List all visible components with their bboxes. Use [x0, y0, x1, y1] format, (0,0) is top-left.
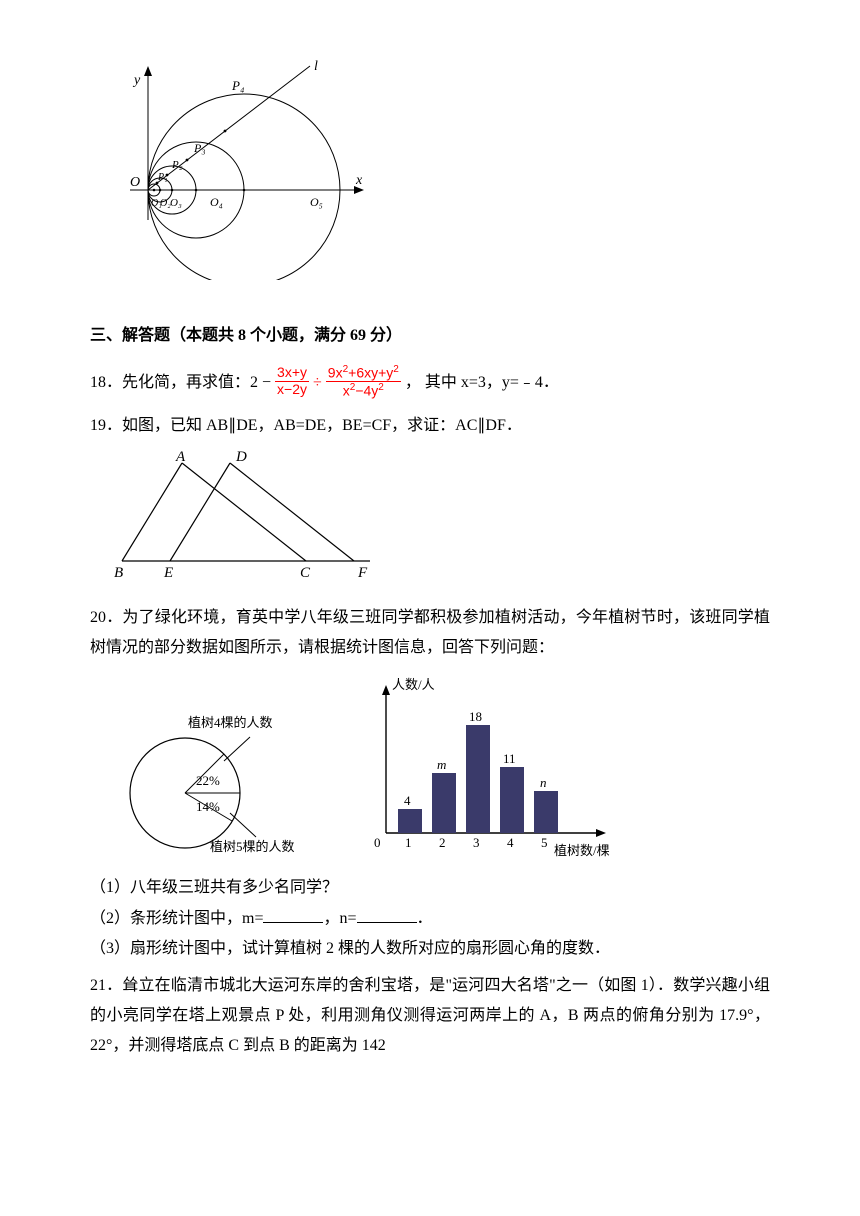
svg-text:14%: 14%: [196, 799, 220, 814]
circles-diagram: y x O O₁ O₂ O₃ O₄ O₅ l P₁ P₂ P₃: [110, 60, 770, 291]
svg-text:D: D: [235, 451, 247, 465]
pie-label-top: 植树4棵的人数: [188, 715, 273, 730]
svg-text:3: 3: [473, 835, 480, 850]
problem-19: 19．如图，已知 AB∥DE，AB=DE，BE=CF，求证：AC∥DF．: [90, 411, 770, 441]
q19-text: 19．如图，已知 AB∥DE，AB=DE，BE=CF，求证：AC∥DF．: [90, 417, 522, 434]
pie-chart: 22% 14% 植树4棵的人数 植树5棵的人数: [100, 693, 320, 863]
svg-text:4: 4: [507, 835, 514, 850]
svg-text:P₁: P₁: [157, 172, 168, 183]
svg-text:O₄: O₄: [210, 195, 223, 209]
q18-divide: ÷: [313, 374, 322, 391]
q20-part2: （2）条形统计图中，m=，n=．: [90, 904, 770, 934]
svg-text:P₂: P₂: [171, 159, 183, 171]
blank-n: [357, 905, 417, 923]
bar-y-label: 人数/人: [392, 677, 435, 692]
origin-label: O: [130, 175, 140, 190]
q20-part1: （1）八年级三班共有多少名同学？: [90, 873, 770, 903]
blank-m: [263, 905, 323, 923]
svg-text:F: F: [357, 565, 368, 581]
stats-figures: 22% 14% 植树4棵的人数 植树5棵的人数 人数/人 植树数/棵 0 4 1…: [100, 673, 770, 863]
svg-text:18: 18: [469, 709, 482, 724]
bar-chart: 人数/人 植树数/棵 0 4 1 m 2 18 3 11 4 n 5: [350, 673, 620, 863]
section-heading: 三、解答题（本题共 8 个小题，满分 69 分）: [90, 321, 770, 351]
q18-suffix: ， 其中 x=3，y=﹣4．: [405, 374, 559, 391]
problem-20-intro: 20．为了绿化环境，育英中学八年级三班同学都积极参加植树活动，今年植树节时，该班…: [90, 603, 770, 664]
y-axis-label: y: [132, 73, 141, 88]
svg-text:A: A: [175, 451, 186, 465]
q18-frac2: 9x2+6xy+y2 x2−4y2: [326, 364, 401, 399]
pie-label-bottom: 植树5棵的人数: [210, 839, 295, 854]
svg-text:E: E: [163, 565, 173, 581]
svg-text:m: m: [437, 757, 446, 772]
svg-text:11: 11: [503, 751, 516, 766]
svg-text:1: 1: [405, 835, 412, 850]
svg-text:C: C: [300, 565, 311, 581]
bar-x-label: 植树数/棵: [554, 843, 610, 858]
svg-text:4: 4: [404, 793, 411, 808]
problem-18: 18．先化简，再求值：2 − 3x+y x−2y ÷ 9x2+6xy+y2 x2…: [90, 366, 770, 401]
problem-21: 21．耸立在临清市城北大运河东岸的舍利宝塔，是"运河四大名塔"之一（如图 1）．…: [90, 971, 770, 1062]
q18-frac1: 3x+y x−2y: [275, 365, 309, 397]
q18-prefix: 18．先化简，再求值：2 −: [90, 374, 271, 391]
svg-text:P₄: P₄: [231, 78, 245, 93]
svg-text:n: n: [540, 775, 547, 790]
svg-text:B: B: [114, 565, 123, 581]
x-axis-label: x: [355, 173, 363, 188]
svg-text:O₅: O₅: [310, 195, 323, 209]
svg-text:0: 0: [374, 835, 381, 850]
svg-text:O₃: O₃: [170, 197, 182, 209]
q20-part3: （3）扇形统计图中，试计算植树 2 棵的人数所对应的扇形圆心角的度数．: [90, 934, 770, 964]
line-l-label: l: [314, 60, 318, 74]
svg-text:2: 2: [439, 835, 446, 850]
svg-text:P₃: P₃: [193, 141, 206, 155]
triangle-diagram: A D B E C F: [110, 451, 770, 592]
svg-text:5: 5: [541, 835, 548, 850]
svg-text:22%: 22%: [196, 773, 220, 788]
